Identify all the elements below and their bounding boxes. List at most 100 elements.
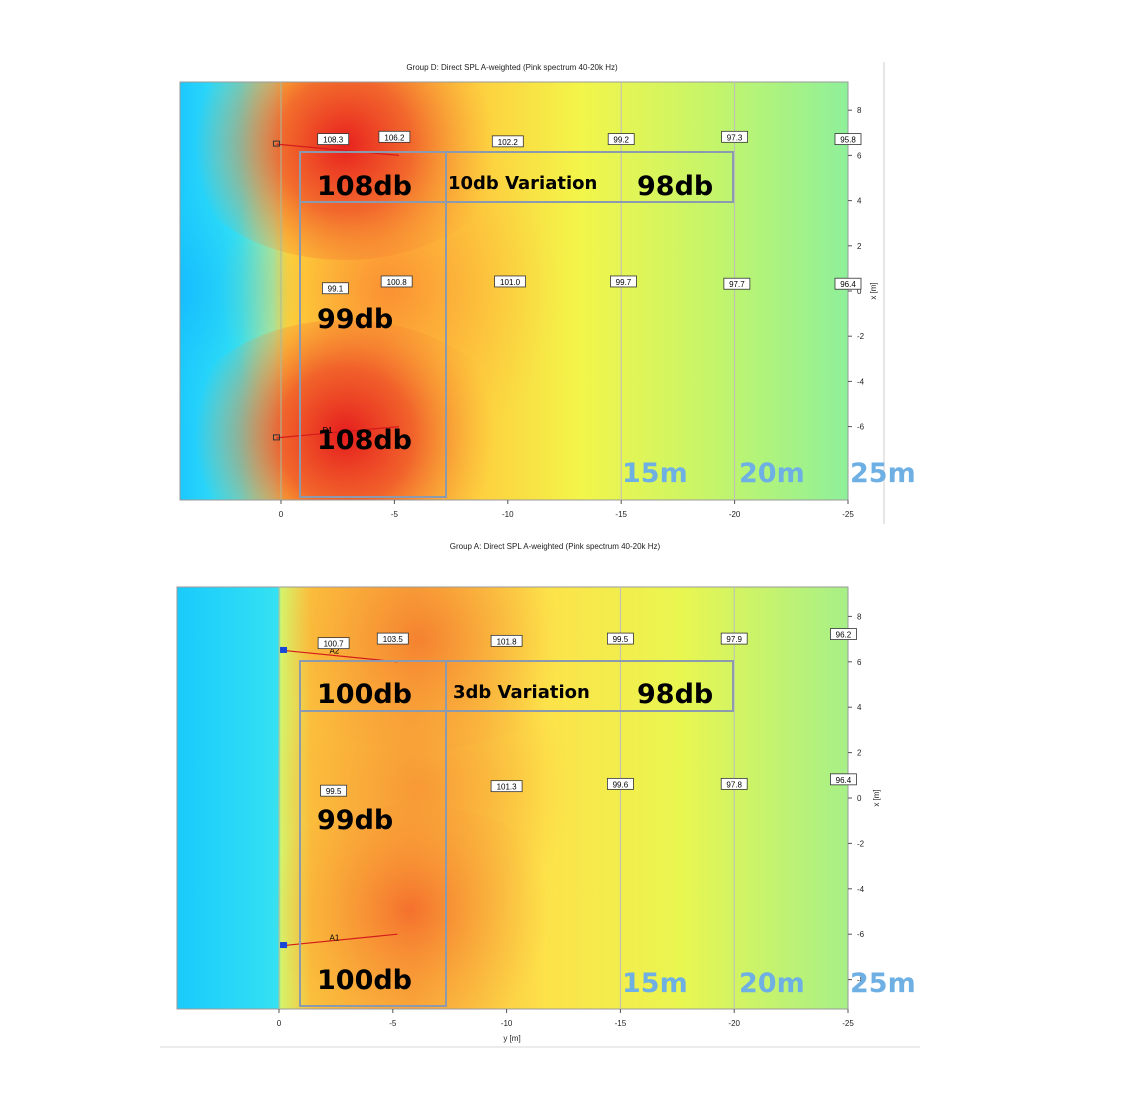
spl-point: 103.5 xyxy=(376,632,409,645)
distance-label-15m: 15m xyxy=(622,458,688,489)
spl-value-label: 99.7 xyxy=(616,278,632,287)
y-tick-label: 2 xyxy=(857,242,862,251)
annotation-variation: 3db Variation xyxy=(453,682,590,703)
spl-point: 101.3 xyxy=(490,780,523,793)
spl-point: 96.4 xyxy=(834,277,862,290)
chart-group-d: Group D: Direct SPL A-weighted (Pink spe… xyxy=(179,62,916,524)
spl-point: 99.2 xyxy=(607,133,635,145)
spl-point: 96.4 xyxy=(830,773,857,786)
spl-value-box xyxy=(490,780,523,793)
spl-value-box xyxy=(317,133,350,145)
annotation-mid-left: 99db xyxy=(317,805,393,836)
spl-value-box xyxy=(720,632,748,645)
spl-point: 99.7 xyxy=(610,275,637,288)
y-tick-label: -2 xyxy=(857,839,865,848)
annotation-top-left: 100db xyxy=(317,679,412,710)
chart-title: Group A: Direct SPL A-weighted (Pink spe… xyxy=(450,542,661,551)
spl-value-label: 99.2 xyxy=(613,136,629,145)
annotation-top-right: 98db xyxy=(637,679,713,710)
x-tick-label: -15 xyxy=(615,1019,627,1028)
annotation-variation: 10db Variation xyxy=(448,173,597,194)
spl-value-label: 99.5 xyxy=(613,635,629,644)
spl-value-label: 101.0 xyxy=(500,278,521,287)
spl-value-box xyxy=(830,628,857,640)
spl-value-label: 96.4 xyxy=(836,776,852,785)
spl-point: 102.2 xyxy=(491,135,524,148)
spl-value-label: 97.9 xyxy=(726,635,742,644)
spl-value-box xyxy=(380,275,413,288)
spl-value-box xyxy=(490,634,523,647)
spl-value-box xyxy=(607,632,634,645)
spl-value-box xyxy=(322,282,349,295)
chart-title: Group D: Direct SPL A-weighted (Pink spe… xyxy=(406,63,618,72)
spl-point: 100.7 xyxy=(317,637,350,650)
y-tick-label: -6 xyxy=(857,423,865,432)
x-tick-label: -20 xyxy=(729,510,741,519)
spl-point: 101.0 xyxy=(494,275,526,288)
spl-value-label: 102.2 xyxy=(498,138,519,147)
near-field-column-box xyxy=(299,151,447,498)
spl-point: 97.3 xyxy=(721,130,748,143)
spl-point: 99.5 xyxy=(607,632,634,645)
spl-value-box xyxy=(376,632,409,645)
spl-point: 101.8 xyxy=(490,634,523,647)
spl-point: 99.1 xyxy=(322,282,349,295)
y-tick-label: -8 xyxy=(857,976,865,985)
spl-value-label: 99.5 xyxy=(326,787,342,796)
spl-value-box xyxy=(610,275,637,288)
spl-point: 99.5 xyxy=(320,784,348,797)
spl-point: 97.8 xyxy=(720,777,748,790)
speaker-marker xyxy=(272,434,280,441)
speaker-label: A2 xyxy=(330,646,340,655)
spl-value-box xyxy=(317,637,350,650)
x-tick-label: -15 xyxy=(615,510,627,519)
spl-value-label: 99.6 xyxy=(613,780,629,789)
y-tick-label: 0 xyxy=(857,794,862,803)
x-axis-label: y [m] xyxy=(503,1034,520,1043)
speaker-aim-line xyxy=(276,426,399,439)
spl-value-label: 106.2 xyxy=(384,133,405,142)
spl-value-label: 99.1 xyxy=(328,285,344,294)
spl-value-label: 100.7 xyxy=(324,640,345,649)
spl-value-box xyxy=(834,277,862,290)
speaker-aim-line xyxy=(283,649,398,663)
distance-label-25m: 25m xyxy=(850,968,916,999)
spl-value-label: 95.8 xyxy=(840,136,856,145)
annotation-mid-left: 99db xyxy=(317,304,393,335)
y-tick-label: 8 xyxy=(857,106,862,115)
y-tick-label: -6 xyxy=(857,930,865,939)
spl-value-label: 96.4 xyxy=(840,280,856,289)
heatmap-field xyxy=(177,587,848,1009)
y-tick-label: 6 xyxy=(857,658,862,667)
y-tick-label: -4 xyxy=(857,377,865,386)
y-tick-label: 0 xyxy=(857,287,862,296)
spl-value-box xyxy=(830,773,857,786)
speaker-label: A1 xyxy=(330,934,340,943)
spl-point: 97.7 xyxy=(723,277,751,290)
x-tick-label: 0 xyxy=(277,1019,282,1028)
spl-value-box xyxy=(378,130,411,143)
distance-label-25m: 25m xyxy=(850,458,916,489)
spl-point: 97.9 xyxy=(720,632,748,645)
spl-value-box xyxy=(834,133,862,145)
x-tick-label: -5 xyxy=(389,1019,397,1028)
x-tick-label: -10 xyxy=(501,1019,513,1028)
speaker-marker xyxy=(280,646,288,653)
annotation-bottom-left: 100db xyxy=(317,965,412,996)
distance-label-20m: 20m xyxy=(739,968,805,999)
spl-value-box xyxy=(721,130,748,143)
spl-value-label: 100.8 xyxy=(387,278,408,287)
y-tick-label: 2 xyxy=(857,749,862,758)
x-tick-label: -5 xyxy=(391,510,399,519)
y-axis-label: x [m] xyxy=(869,282,878,299)
speaker-aim-line xyxy=(283,933,398,947)
spl-value-box xyxy=(491,135,524,148)
spl-point: 106.2 xyxy=(378,130,411,143)
distance-label-15m: 15m xyxy=(622,968,688,999)
spl-value-label: 101.3 xyxy=(497,783,518,792)
spl-value-label: 101.8 xyxy=(497,637,518,646)
y-tick-label: 6 xyxy=(857,151,862,160)
speaker-label: D1 xyxy=(322,426,333,435)
spl-value-box xyxy=(720,777,748,790)
